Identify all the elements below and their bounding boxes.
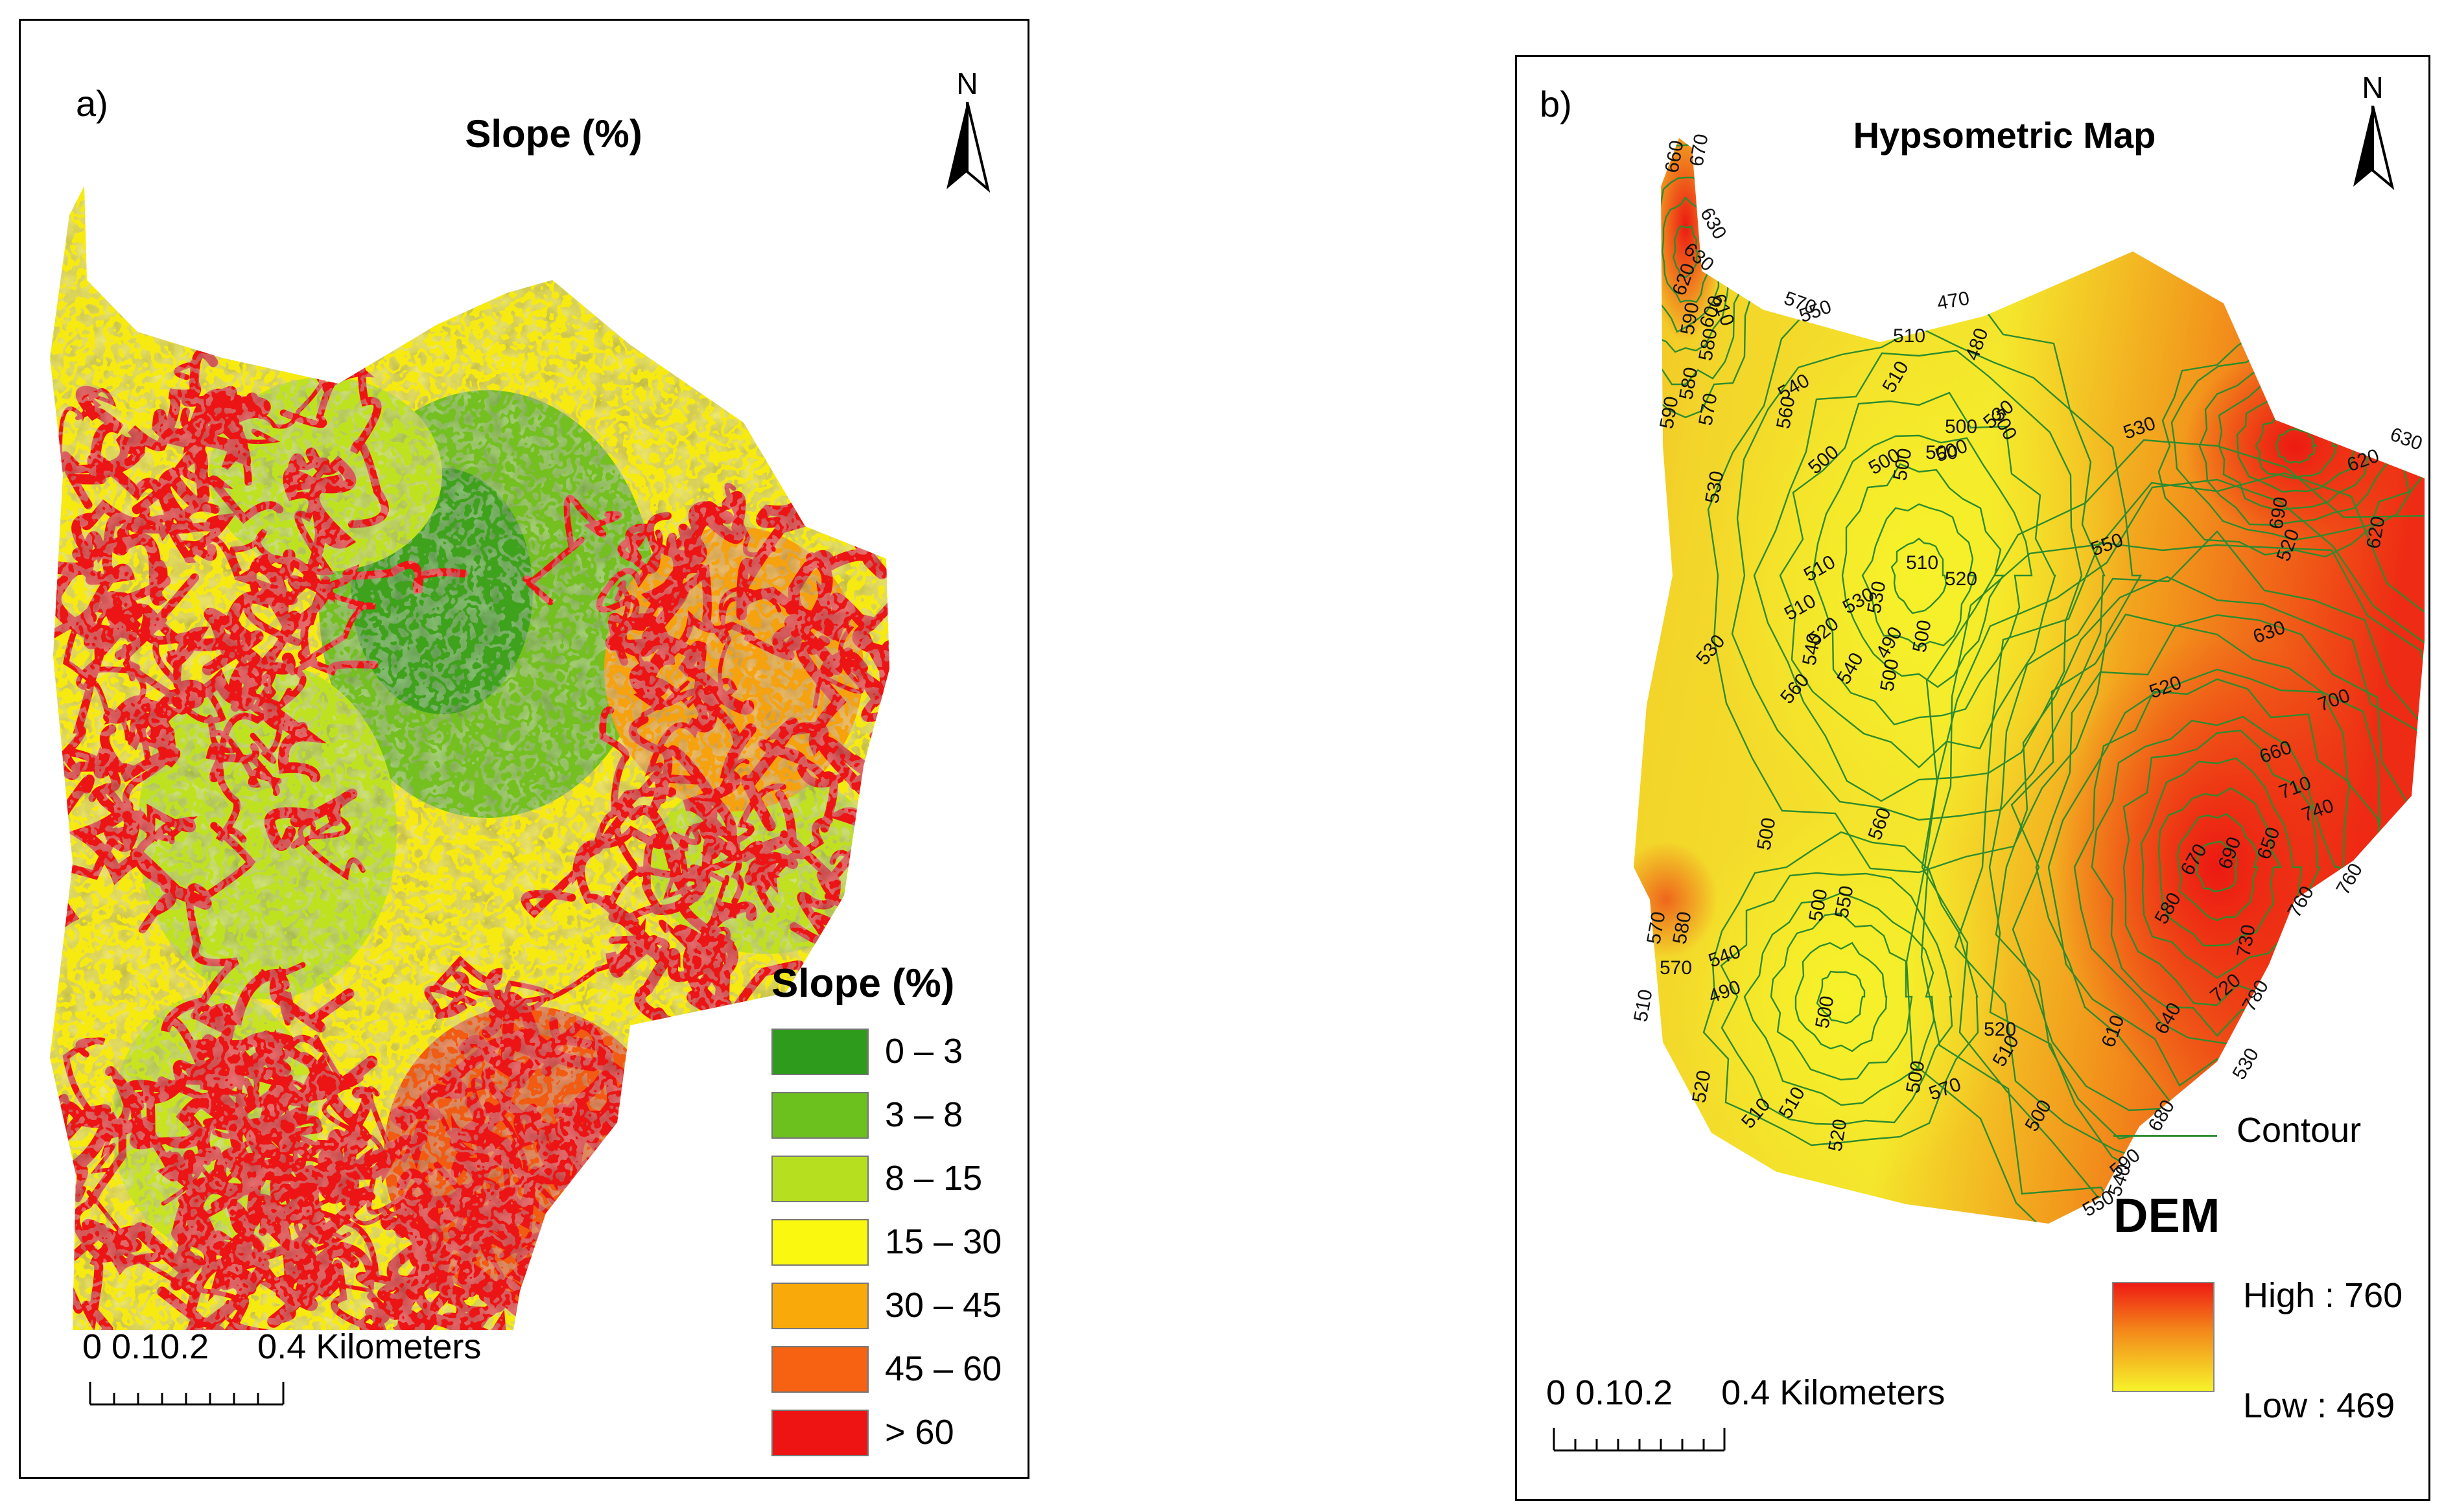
north-label-a: N bbox=[956, 67, 978, 100]
contour-line bbox=[1770, 912, 1913, 1081]
slope-streak bbox=[537, 1264, 609, 1330]
slope-legend-swatch bbox=[771, 1029, 869, 1075]
north-arrow-a: N bbox=[941, 66, 993, 196]
slope-streak bbox=[956, 756, 1028, 868]
contour-line bbox=[2195, 841, 2238, 892]
north-arrow-icon bbox=[2353, 106, 2395, 190]
panel-letter-a: a) bbox=[76, 83, 108, 124]
hypsometric-map-title: Hypsometric Map bbox=[1853, 115, 2156, 156]
hypsometric-map-panel: b) Hypsometric Map N bbox=[1515, 55, 2430, 1501]
slope-streak bbox=[842, 888, 889, 951]
contour-label: 500 bbox=[1945, 416, 1977, 437]
slope-streak bbox=[869, 809, 889, 861]
scale-bar-ticks-a bbox=[89, 1382, 285, 1406]
contour-legend-line bbox=[2113, 1135, 2217, 1137]
slope-streak bbox=[555, 1289, 628, 1330]
slope-streak bbox=[264, 1348, 375, 1477]
slope-streak bbox=[871, 790, 889, 932]
contour-label: 530 bbox=[2228, 1045, 2263, 1084]
slope-map-title: Slope (%) bbox=[465, 112, 642, 156]
contour-line bbox=[2140, 757, 2303, 979]
contour-line bbox=[2176, 813, 2259, 922]
slope-legend-label: > 60 bbox=[885, 1413, 954, 1452]
north-arrow-icon bbox=[946, 102, 991, 192]
slope-legend-swatch bbox=[771, 1219, 869, 1266]
panel-letter-b: b) bbox=[1540, 84, 1572, 124]
slope-raster-map bbox=[50, 186, 1028, 1477]
slope-streak bbox=[924, 833, 951, 937]
contour-line bbox=[1861, 503, 1976, 649]
scale-bar-label-a: 0 0.10.2 0.4 Kilometers bbox=[82, 1327, 482, 1366]
slope-legend-swatch bbox=[771, 1156, 869, 1202]
slope-legend-swatch bbox=[771, 1346, 869, 1393]
contour-line bbox=[1702, 831, 1979, 1146]
contour-label: 520 bbox=[1945, 568, 1977, 590]
slope-streak bbox=[864, 402, 889, 506]
contour-label: 670 bbox=[1686, 132, 1712, 168]
contour-label: 630 bbox=[1696, 204, 1731, 243]
contour-label: 510 bbox=[1906, 552, 1938, 574]
slope-streak bbox=[868, 859, 889, 907]
contour-line bbox=[1753, 349, 2083, 802]
contour-line bbox=[1672, 225, 1699, 279]
contour-line bbox=[1794, 942, 1888, 1053]
contour-line bbox=[1731, 326, 2106, 821]
contour-line bbox=[1841, 463, 2005, 688]
slope-legend-title: Slope (%) bbox=[771, 961, 955, 1006]
slope-legend-label: 30 – 45 bbox=[885, 1286, 1002, 1325]
contour-line bbox=[1720, 872, 1953, 1126]
dem-color-ramp bbox=[2112, 1282, 2215, 1392]
slope-legend-label: 0 – 3 bbox=[885, 1032, 963, 1071]
scale-bar-a: 0 0.10.2 0.4 Kilometers bbox=[82, 1327, 482, 1406]
contour-line bbox=[1707, 284, 2143, 874]
contour-label: 630 bbox=[2388, 424, 2425, 455]
slope-streak bbox=[948, 582, 1006, 678]
slope-legend-swatch bbox=[771, 1283, 869, 1329]
slope-streak bbox=[897, 793, 970, 905]
north-label-b: N bbox=[2362, 71, 2384, 104]
slope-legend-label: 8 – 15 bbox=[885, 1159, 983, 1198]
dem-map: 6606706306306206106005905805805705905705… bbox=[1630, 132, 2425, 1224]
slope-legend-label: 45 – 60 bbox=[885, 1349, 1002, 1388]
contour-label: 510 bbox=[1630, 988, 1656, 1023]
slope-streak bbox=[535, 1248, 631, 1312]
scale-bar-ticks-b bbox=[1553, 1428, 1726, 1452]
slope-streak bbox=[527, 1240, 622, 1330]
contour-line bbox=[2157, 787, 2283, 947]
slope-legend-swatch bbox=[771, 1410, 869, 1456]
slope-legend-swatch bbox=[771, 1092, 869, 1139]
slope-streak bbox=[904, 662, 972, 712]
contour-line bbox=[1890, 537, 1947, 614]
slope-map-panel: a) Slope (%) N bbox=[19, 19, 1029, 1479]
scale-bar-b: 0 0.10.2 0.4 Kilometers bbox=[1546, 1373, 1945, 1452]
contour-label: 470 bbox=[1935, 288, 1971, 314]
slope-legend-label: 15 – 30 bbox=[885, 1222, 1002, 1261]
contour-line bbox=[1634, 138, 1761, 419]
dem-legend-low: Low : 469 bbox=[2243, 1386, 2395, 1425]
contour-line bbox=[1811, 434, 2033, 726]
contour-line bbox=[2275, 428, 2318, 464]
contour-line bbox=[1779, 391, 2056, 769]
contour-line bbox=[1743, 892, 1935, 1106]
north-arrow-b: N bbox=[2347, 70, 2399, 200]
dem-legend-title: DEM bbox=[2113, 1189, 2220, 1242]
slope-legend-label: 3 – 8 bbox=[885, 1095, 963, 1134]
contour-label: 500 bbox=[1925, 442, 1958, 463]
dem-legend-high: High : 760 bbox=[2243, 1276, 2403, 1315]
contour-line bbox=[1816, 970, 1866, 1025]
contour-label: 520 bbox=[1984, 1019, 2016, 1040]
contour-label: 510 bbox=[1893, 325, 1925, 347]
scale-bar-label-b: 0 0.10.2 0.4 Kilometers bbox=[1546, 1373, 1945, 1412]
contour-legend-label: Contour bbox=[2237, 1111, 2362, 1150]
contour-label: 570 bbox=[1660, 957, 1692, 979]
slope-streak bbox=[945, 871, 1028, 927]
slope-streak bbox=[530, 1303, 631, 1330]
slope-legend: Slope (%) 0 – 3 3 – 8 8 – 15 15 – 30 30 – 45… bbox=[771, 960, 1024, 1479]
slope-streak bbox=[959, 640, 1028, 761]
